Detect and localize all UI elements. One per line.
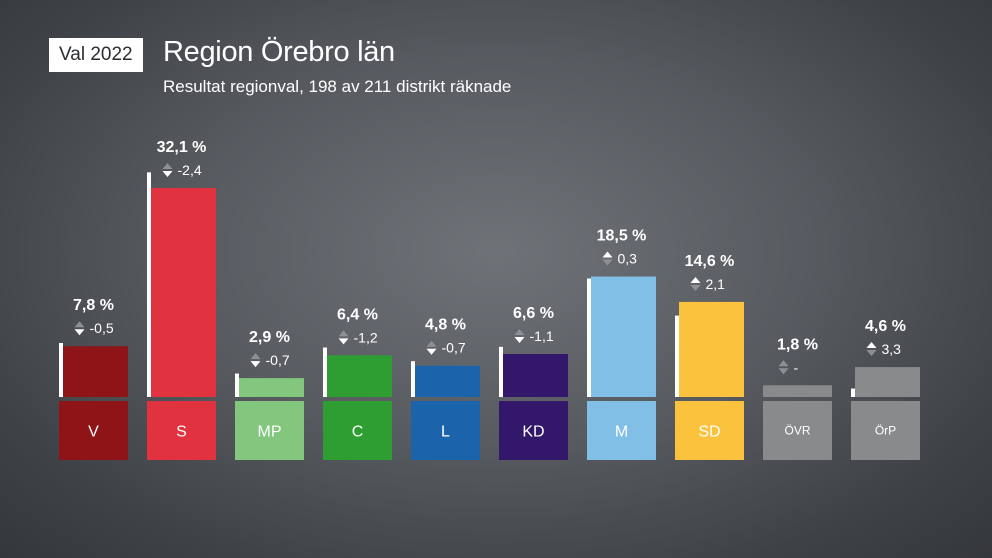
bar-kd [503, 354, 568, 397]
change-down-arrow-icon [514, 337, 525, 344]
change-label: 0,3 [618, 251, 638, 267]
change-up-arrow-icon [426, 340, 437, 347]
change-up-arrow-icon [602, 251, 613, 258]
change-label: 2,1 [706, 276, 726, 292]
change-down-arrow-icon [866, 350, 877, 357]
previous-result-marker [587, 278, 591, 397]
change-down-arrow-icon [602, 259, 613, 266]
change-down-arrow-icon [690, 284, 701, 291]
previous-result-marker [499, 346, 503, 397]
previous-result-marker [235, 373, 239, 397]
party-label: L [441, 424, 450, 441]
party-label-box [59, 401, 128, 460]
change-up-arrow-icon [74, 321, 85, 328]
change-up-arrow-icon [866, 342, 877, 349]
page-title: Region Örebro län [163, 36, 395, 68]
bar-sd [679, 301, 744, 397]
party-label: C [352, 424, 364, 441]
change-up-arrow-icon [778, 360, 789, 367]
change-label: -1,2 [354, 329, 378, 345]
bar-l [415, 365, 480, 397]
previous-result-marker [411, 361, 415, 397]
bar-c [327, 355, 392, 397]
bar-s [151, 188, 216, 397]
party-label: V [88, 424, 99, 441]
change-down-arrow-icon [778, 368, 789, 375]
value-label: 4,8 % [425, 317, 466, 334]
previous-result-marker [675, 315, 679, 397]
party-label-box [499, 401, 568, 460]
party-label: ÖrP [875, 424, 896, 438]
party-label: KD [522, 424, 544, 441]
value-label: 32,1 % [157, 139, 207, 156]
party-label: M [615, 424, 628, 441]
value-label: 7,8 % [73, 297, 114, 314]
party-label-box [675, 401, 744, 460]
value-label: 4,6 % [865, 318, 906, 335]
bar-örp [855, 367, 920, 397]
party-label-box [411, 401, 480, 460]
change-label: - [794, 359, 799, 375]
value-label: 1,8 % [777, 336, 818, 353]
change-label: -2,4 [178, 162, 202, 178]
party-label-box [587, 401, 656, 460]
change-up-arrow-icon [338, 330, 349, 337]
previous-result-marker [851, 388, 855, 397]
change-down-arrow-icon [426, 348, 437, 355]
party-label: ÖVR [784, 424, 810, 438]
value-label: 6,6 % [513, 305, 554, 322]
bar-mp [239, 378, 304, 397]
change-down-arrow-icon [338, 338, 349, 345]
value-label: 6,4 % [337, 306, 378, 323]
previous-result-marker [59, 342, 63, 397]
value-label: 2,9 % [249, 329, 290, 346]
previous-result-marker [323, 347, 327, 397]
change-down-arrow-icon [162, 171, 173, 177]
previous-result-marker [147, 172, 151, 397]
party-label-box [763, 401, 832, 460]
value-label: 18,5 % [597, 228, 647, 245]
bar-övr [763, 385, 832, 397]
page-subtitle: Resultat regionval, 198 av 211 distrikt … [163, 77, 512, 96]
party-label-box [147, 401, 216, 460]
change-up-arrow-icon [690, 276, 701, 283]
change-down-arrow-icon [74, 329, 85, 336]
change-label: -0,7 [266, 352, 290, 368]
change-up-arrow-icon [250, 353, 261, 360]
change-label: 3,3 [882, 341, 902, 357]
value-label: 14,6 % [685, 253, 735, 270]
change-up-arrow-icon [514, 329, 525, 336]
change-label: -0,5 [90, 320, 114, 336]
party-label-box [323, 401, 392, 460]
party-label-box [235, 401, 304, 460]
party-label: MP [258, 424, 282, 441]
bar-v [63, 346, 128, 397]
party-label-box [851, 401, 920, 460]
party-label: S [176, 424, 187, 441]
change-label: -1,1 [530, 328, 554, 344]
change-label: -0,7 [442, 340, 466, 356]
change-down-arrow-icon [250, 361, 261, 368]
party-label: SD [698, 424, 720, 441]
year-badge: Val 2022 [49, 38, 143, 72]
change-up-arrow-icon [162, 163, 173, 169]
bar-m [591, 276, 656, 397]
